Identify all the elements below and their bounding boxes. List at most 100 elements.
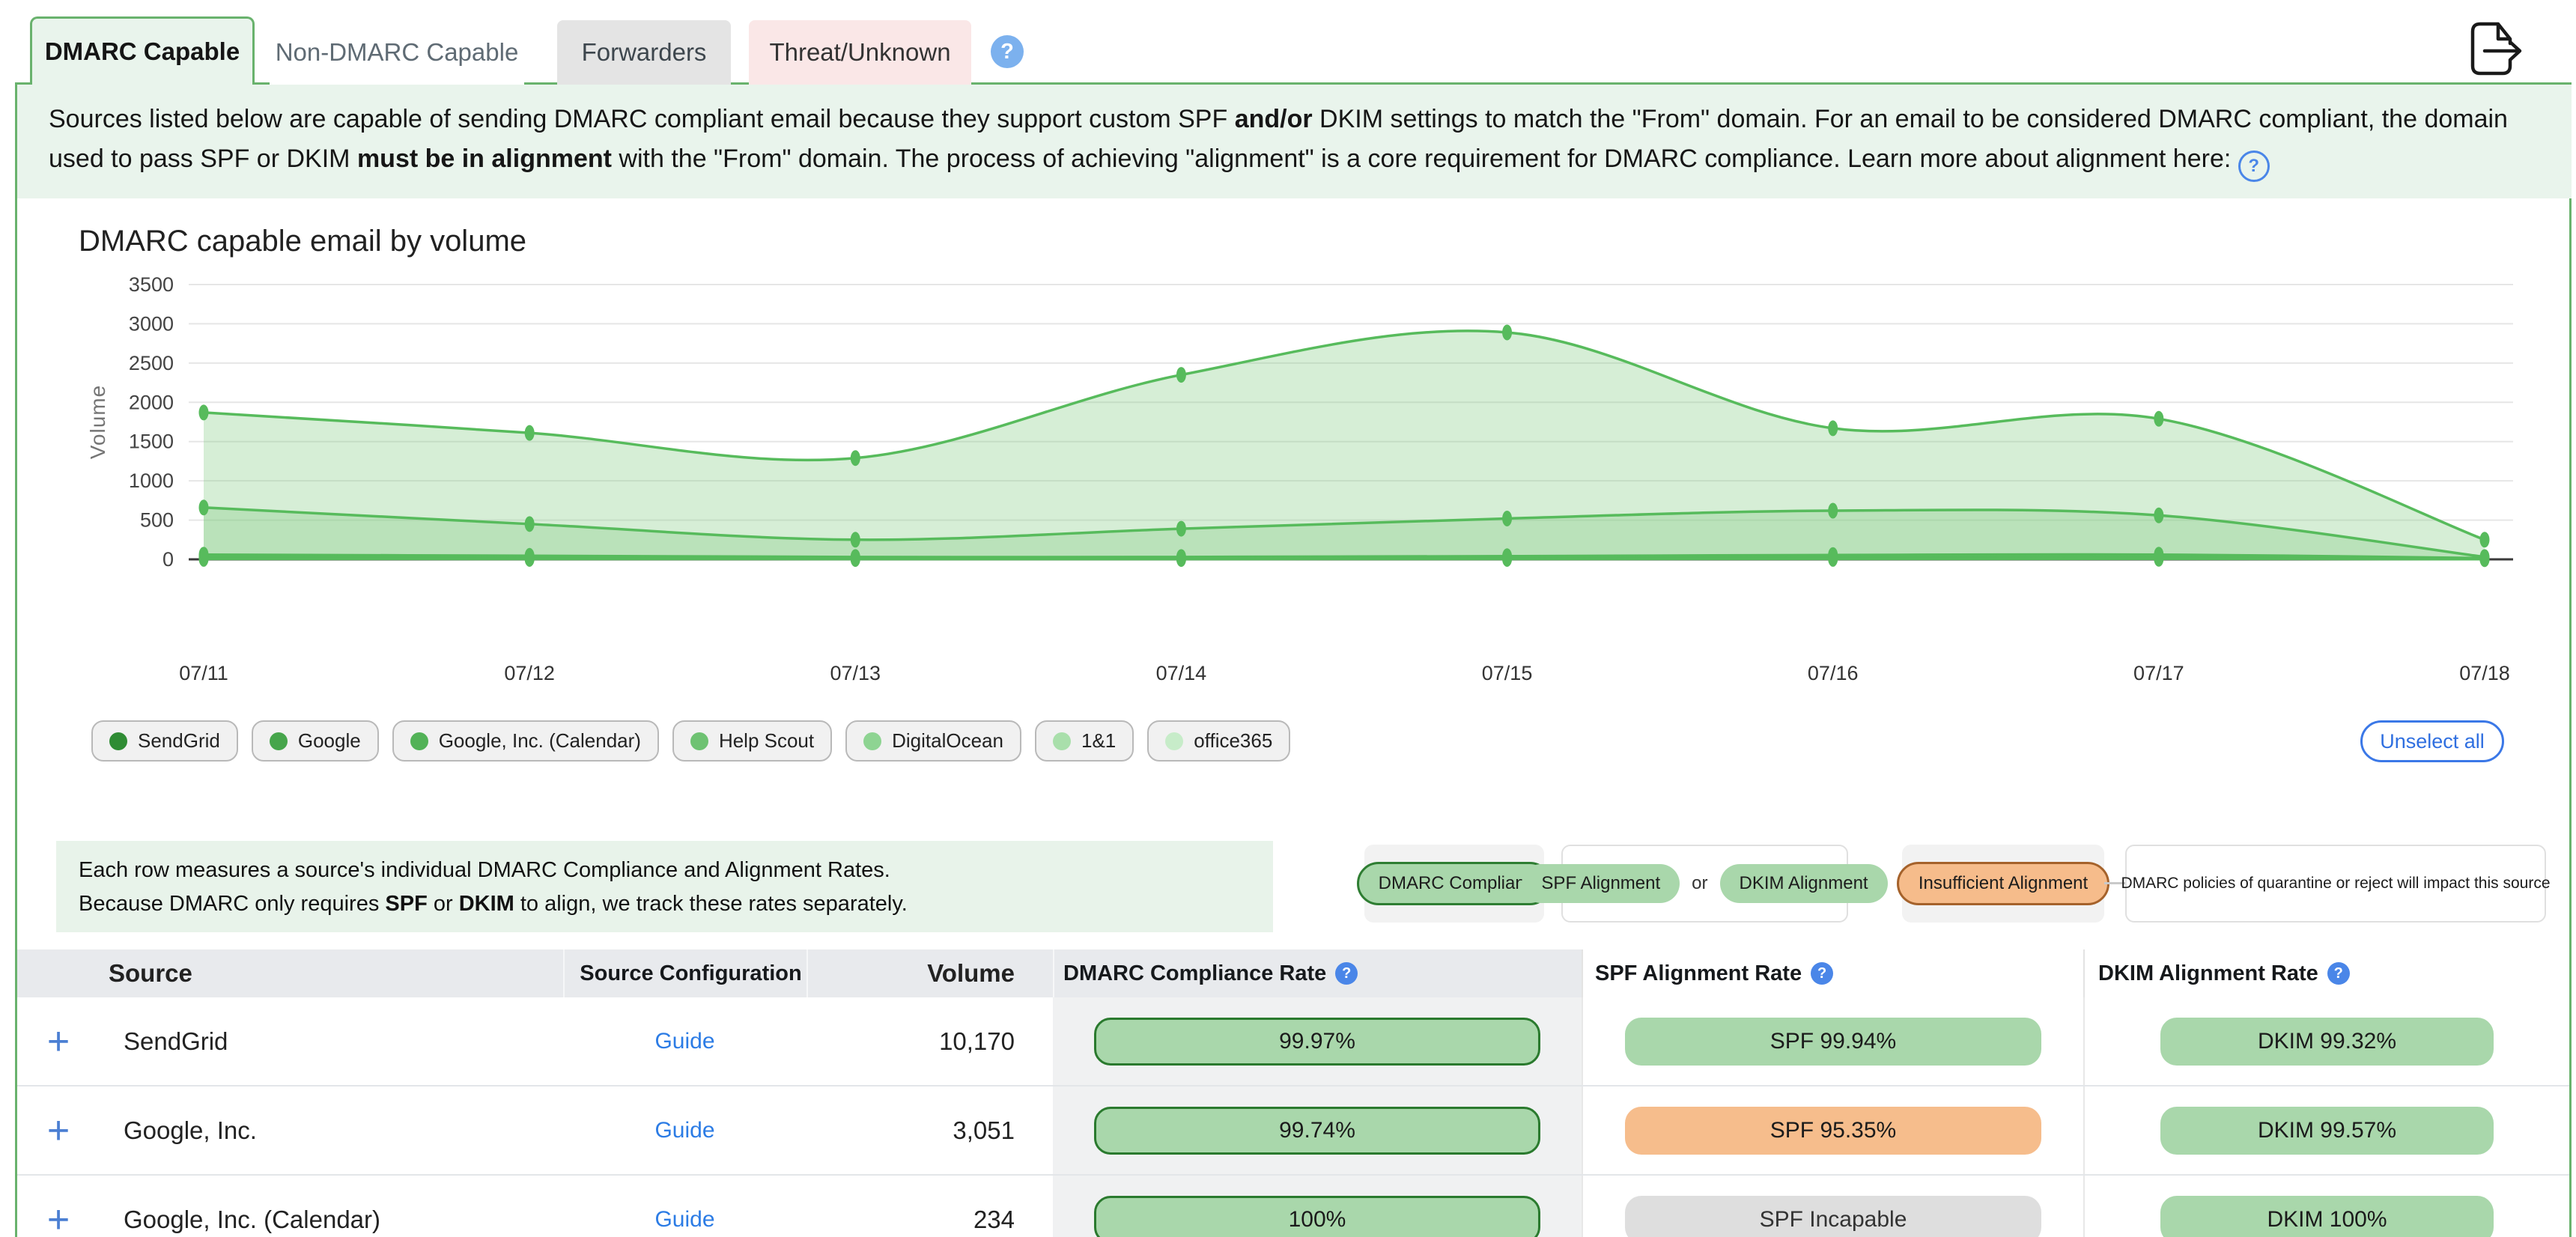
data-point[interactable] (1828, 420, 1838, 437)
legend-card-alignment: SPF Alignment or DKIM Alignment (1522, 845, 1888, 923)
data-point[interactable] (198, 550, 209, 567)
table-header: Source Source Configuration Volume DMARC… (17, 949, 2569, 997)
tabs-help-icon[interactable]: ? (991, 35, 1024, 68)
x-tick-label: 07/12 (504, 662, 555, 684)
y-axis-label: Volume (86, 385, 109, 459)
chart-title: DMARC capable email by volume (79, 225, 527, 258)
rates-note: Each row measures a source's individual … (56, 841, 1273, 932)
y-tick-label: 500 (140, 509, 174, 532)
tab-dmarc-capable[interactable]: DMARC Capable (30, 16, 255, 85)
legend-chip[interactable]: 1&1 (1034, 720, 1134, 762)
table-row: + SendGrid Guide 10,170 99.97% SPF 99.94… (17, 997, 2569, 1086)
table-row: + Google, Inc. (Calendar) Guide 234 100%… (17, 1176, 2569, 1237)
volume-value: 234 (973, 1205, 1015, 1233)
tab-forwarders[interactable]: Forwarders (557, 20, 731, 85)
tab-bar: DMARC Capable Non-DMARC Capable Forwarde… (30, 16, 1024, 85)
legend-chip[interactable]: SendGrid (91, 720, 238, 762)
legend-chip[interactable]: Google, Inc. (Calendar) (392, 720, 659, 762)
note-line1: Each row measures a source's individual … (79, 858, 890, 882)
dmarc-compliant-badge: DMARC Compliant (1356, 862, 1552, 905)
y-tick-label: 0 (162, 548, 174, 571)
source-name: Google, Inc. (124, 1116, 257, 1144)
spf-rate-help-icon[interactable]: ? (1811, 962, 1834, 985)
legend-chip[interactable]: Google (251, 720, 379, 762)
legend-card-insufficient: Insufficient Alignment (1896, 845, 2110, 923)
unselect-all-button[interactable]: Unselect all (2360, 720, 2504, 762)
legend-connector (2104, 882, 2125, 884)
spf-alignment-badge: SPF Alignment (1522, 864, 1680, 903)
source-name: SendGrid (124, 1027, 228, 1055)
y-tick-label: 2000 (129, 391, 174, 413)
export-icon[interactable] (2468, 19, 2525, 79)
expand-row-icon[interactable]: + (46, 1197, 70, 1237)
y-tick-label: 1500 (129, 431, 174, 453)
volume-column-header: Volume (806, 949, 1053, 997)
source-name: Google, Inc. (Calendar) (124, 1205, 381, 1233)
data-point[interactable] (1828, 502, 1838, 519)
series-area (204, 507, 2485, 559)
expand-row-icon[interactable]: + (46, 1019, 70, 1063)
legend-chip-label: office365 (1194, 729, 1273, 752)
table-body: + SendGrid Guide 10,170 99.97% SPF 99.94… (17, 997, 2569, 1237)
y-tick-label: 3000 (129, 312, 174, 335)
x-tick-label: 07/14 (1156, 662, 1207, 684)
data-point[interactable] (524, 550, 535, 567)
tab-threat-unknown[interactable]: Threat/Unknown (749, 20, 971, 85)
guide-link[interactable]: Guide (654, 1206, 715, 1232)
config-column-header: Source Configuration (563, 949, 806, 997)
data-point[interactable] (850, 450, 860, 466)
volume-value: 10,170 (939, 1027, 1015, 1055)
data-point[interactable] (1176, 551, 1186, 568)
data-point[interactable] (850, 532, 860, 548)
dmarc-compliance-pill: 99.97% (1094, 1017, 1540, 1066)
legend-chip[interactable]: office365 (1147, 720, 1291, 762)
data-point[interactable] (2479, 532, 2490, 548)
dmarc-rate-help-icon[interactable]: ? (1335, 962, 1358, 985)
guide-link[interactable]: Guide (654, 1028, 715, 1054)
series-line (203, 329, 2485, 541)
banner-text: Sources listed below are capable of send… (49, 105, 1235, 133)
data-point[interactable] (2154, 507, 2164, 523)
or-label: or (1692, 873, 1708, 893)
data-point[interactable] (524, 516, 535, 532)
banner-text: with the "From" domain. The process of a… (611, 145, 2238, 173)
alignment-help-icon[interactable]: ? (2238, 150, 2270, 182)
dkim-rate-column-header: DKIM Alignment Rate? (2083, 949, 2569, 997)
dmarc-compliance-pill: 100% (1094, 1195, 1540, 1237)
data-point[interactable] (1176, 367, 1186, 383)
data-point[interactable] (1502, 324, 1513, 341)
data-point[interactable] (850, 551, 860, 568)
description-banner: Sources listed below are capable of send… (17, 85, 2572, 198)
dmarc-rate-column-header: DMARC Compliance Rate? (1053, 949, 1582, 997)
data-point[interactable] (524, 425, 535, 441)
data-point[interactable] (1502, 510, 1513, 526)
legend-chip-dot (1165, 732, 1184, 750)
spf-alignment-pill: SPF Incapable (1625, 1195, 2041, 1237)
data-point[interactable] (1176, 520, 1186, 537)
source-column-header: Source (100, 949, 563, 997)
guide-link[interactable]: Guide (654, 1117, 715, 1143)
y-tick-label: 3500 (129, 273, 174, 296)
tab-non-dmarc-capable[interactable]: Non-DMARC Capable (270, 20, 524, 85)
legend-chip-label: 1&1 (1081, 729, 1117, 752)
note-line2: Because DMARC only requires SPF or DKIM … (79, 892, 908, 916)
data-point[interactable] (2154, 550, 2164, 567)
expand-column-header (17, 949, 100, 997)
data-point[interactable] (2479, 551, 2490, 568)
series-area (204, 330, 2485, 559)
data-point[interactable] (1828, 550, 1838, 567)
dkim-alignment-pill: DKIM 99.57% (2160, 1106, 2494, 1155)
dkim-rate-help-icon[interactable]: ? (2327, 962, 2350, 985)
spf-alignment-pill: SPF 95.35% (1625, 1106, 2041, 1155)
legend-chip[interactable]: Help Scout (672, 720, 833, 762)
legend-chip[interactable]: DigitalOcean (845, 720, 1021, 762)
dkim-alignment-badge: DKIM Alignment (1719, 864, 1888, 903)
data-point[interactable] (198, 499, 209, 516)
y-tick-label: 1000 (129, 469, 174, 492)
x-tick-label: 07/17 (2133, 662, 2184, 684)
data-point[interactable] (198, 404, 209, 421)
data-point[interactable] (1502, 550, 1513, 567)
expand-row-icon[interactable]: + (46, 1108, 70, 1152)
data-point[interactable] (2154, 410, 2164, 427)
